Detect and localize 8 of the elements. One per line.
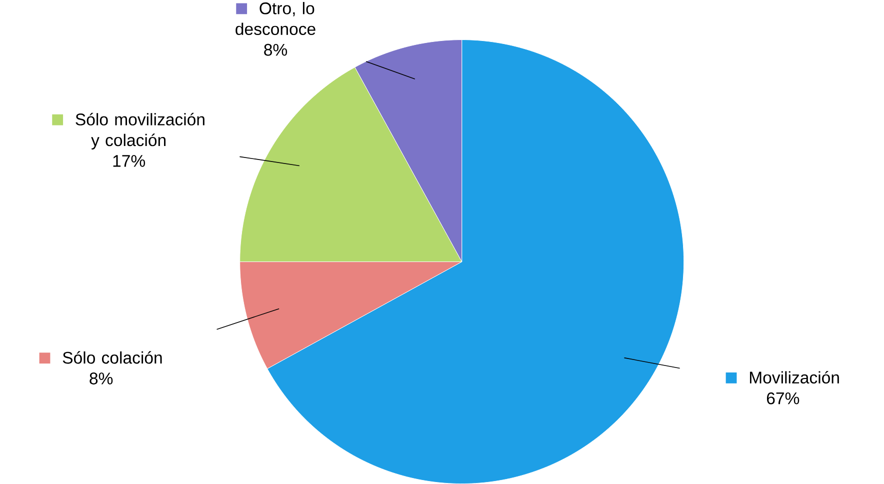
data-label: 17% [113, 155, 146, 167]
legend-label: Sólo colación [62, 351, 162, 364]
data-label: 67% [766, 392, 800, 404]
data-label: 8% [90, 372, 113, 384]
data-label: 8% [264, 44, 288, 56]
legend-label: Sólo movilización y colación [76, 112, 204, 150]
legend-label: Movilización [750, 371, 839, 384]
legend-label: Otro, lo desconoce [236, 2, 316, 36]
